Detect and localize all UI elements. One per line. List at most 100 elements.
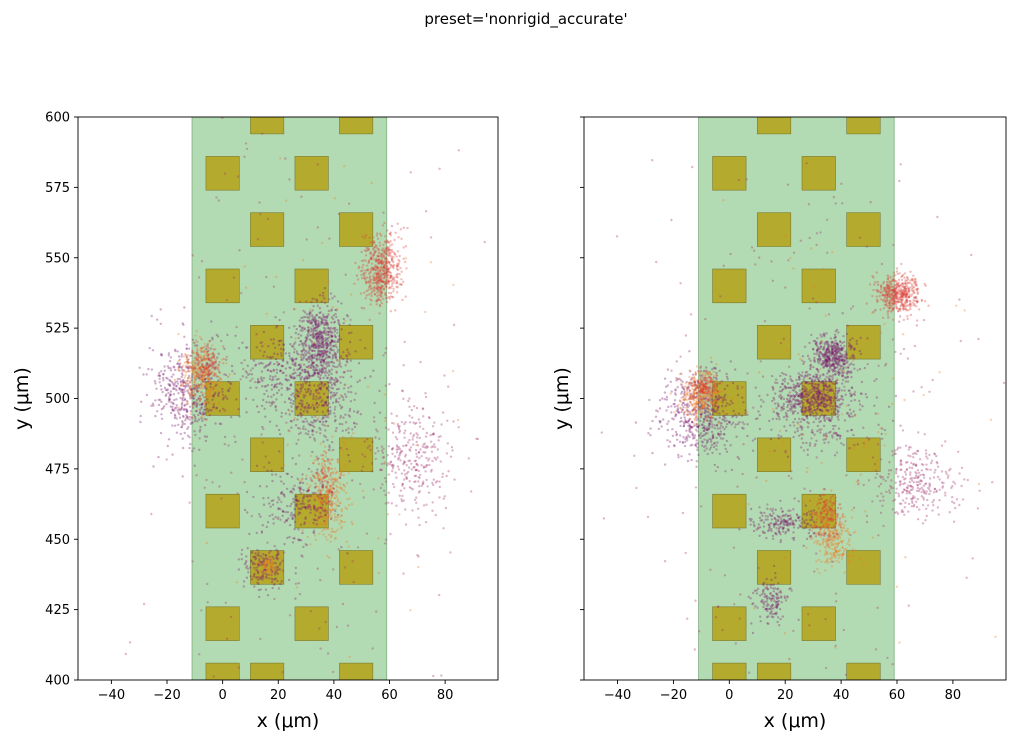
spike-point [288, 535, 291, 539]
spike-point [208, 408, 211, 412]
spike-point [379, 286, 382, 290]
spike-point [323, 463, 326, 466]
spike-point [277, 587, 281, 590]
spike-point [327, 344, 330, 347]
spike-point [351, 522, 354, 526]
spike-point [200, 368, 203, 372]
spike-point [323, 349, 326, 352]
contact-pad-1 [250, 117, 285, 135]
spike-point [395, 285, 398, 288]
spike-point [185, 360, 188, 363]
spike-point [335, 625, 339, 629]
spike-point [189, 415, 192, 419]
spike-point [307, 430, 310, 433]
spike-point [835, 347, 838, 350]
spike-point [186, 417, 190, 420]
spike-point [326, 361, 329, 364]
spike-point [335, 399, 338, 403]
spike-point [383, 264, 386, 267]
spike-point [185, 382, 188, 385]
spike-point [311, 364, 315, 368]
spike-point [200, 383, 204, 386]
spike-point [324, 620, 327, 624]
spike-point [396, 276, 399, 279]
spike-point [203, 367, 206, 370]
spike-point [305, 357, 308, 361]
spike-point [326, 381, 329, 384]
spike-point [305, 376, 309, 379]
spike-point [319, 647, 322, 650]
spike-point [329, 346, 333, 350]
spike-point [194, 375, 198, 379]
spike-point [210, 359, 213, 362]
spike-point [258, 485, 262, 488]
spike-point [324, 474, 328, 478]
spike-point [385, 281, 389, 285]
spike-point [383, 275, 386, 278]
spike-point [387, 445, 391, 448]
spike-point [201, 376, 204, 379]
spike-point [271, 569, 274, 573]
spike-point [910, 304, 913, 307]
spike-point [293, 394, 296, 397]
spike-point [180, 384, 183, 387]
spike-point [319, 428, 322, 431]
spike-point [181, 388, 184, 392]
spike-point [420, 455, 423, 458]
spike-point [261, 556, 264, 559]
spike-point [250, 515, 253, 518]
spike-point [323, 367, 326, 370]
spike-point [290, 345, 294, 348]
contact-pad-15 [205, 493, 240, 529]
spike-point [310, 355, 313, 358]
spike-point [912, 274, 915, 277]
spike-point [288, 387, 291, 391]
spike-point [299, 399, 302, 402]
spike-point [399, 450, 403, 453]
spike-point [330, 476, 333, 479]
y-tick-label: 575 [45, 181, 70, 196]
spike-point [289, 366, 292, 370]
spike-point [315, 492, 318, 495]
spike-point [212, 675, 215, 678]
spike-point [214, 360, 217, 364]
spike-point [378, 277, 382, 280]
spike-point [346, 357, 349, 361]
spike-point [834, 356, 838, 360]
spike-point [205, 363, 208, 366]
spike-point [336, 307, 339, 310]
spike-point [321, 399, 324, 402]
spike-point [200, 406, 203, 409]
spike-point [260, 577, 263, 580]
spike-point [275, 571, 279, 574]
spike-point [256, 381, 259, 384]
spike-point [246, 511, 249, 514]
spike-point [376, 254, 379, 258]
spike-point [375, 259, 378, 262]
spike-point [296, 374, 299, 377]
spike-point [325, 501, 329, 504]
spike-point [287, 517, 290, 520]
spike-point [404, 508, 407, 511]
spike-point [311, 356, 314, 359]
spike-point [208, 380, 212, 384]
spike-point [157, 455, 160, 459]
spike-point [383, 393, 386, 396]
spike-point [274, 569, 277, 573]
spike-point [387, 240, 390, 243]
spike-point [265, 364, 268, 367]
spike-point [277, 507, 280, 510]
spike-point [322, 331, 325, 335]
spike-point [169, 393, 172, 397]
spike-point [309, 390, 313, 393]
spike-point [255, 346, 258, 349]
spike-point [380, 291, 383, 295]
spike-point [278, 557, 281, 560]
spike-point [383, 276, 386, 279]
spike-point [290, 375, 293, 378]
spike-point [315, 319, 318, 322]
spike-point [258, 513, 261, 516]
spike-point [320, 368, 324, 371]
spike-point [376, 267, 380, 271]
spike-point [330, 360, 334, 363]
